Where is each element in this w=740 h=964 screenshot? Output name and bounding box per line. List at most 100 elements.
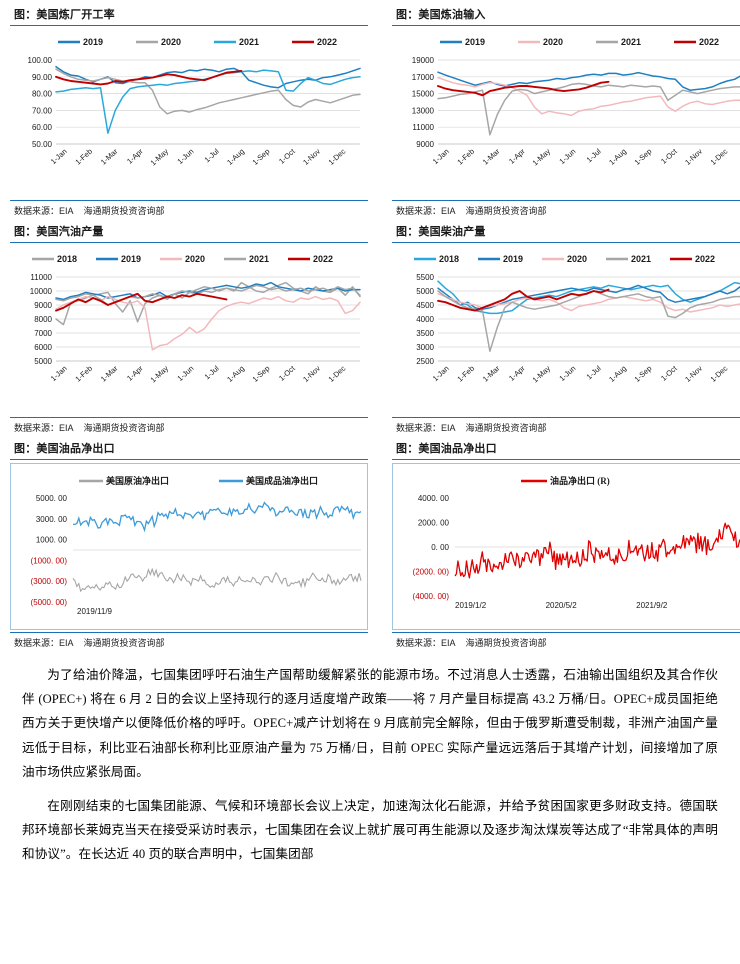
chart-card-net-exports-total: 图：美国油品净出口 油品净出口 (R) 4000. 00 2000. 00 0. 00… bbox=[392, 438, 740, 651]
svg-text:2019/11/9: 2019/11/9 bbox=[77, 607, 113, 616]
svg-text:2018: 2018 bbox=[57, 254, 77, 264]
svg-text:1-May: 1-May bbox=[531, 364, 553, 385]
svg-text:1-Feb: 1-Feb bbox=[73, 147, 94, 167]
chart-plot-diesel-production: 2018 2019 2020 2021 2022 2500 3000 3500 4000 4500… bbox=[392, 243, 740, 415]
svg-text:2500: 2500 bbox=[416, 357, 434, 366]
svg-text:1-Aug: 1-Aug bbox=[225, 364, 246, 384]
source-label: 数据来源：EIA bbox=[396, 206, 456, 216]
svg-text:1-Nov: 1-Nov bbox=[301, 147, 322, 167]
svg-text:2021: 2021 bbox=[239, 37, 259, 47]
line-chart-svg: 2019 2020 2021 2022 9000 11000 13000 15000 17000… bbox=[412, 37, 740, 168]
line-chart-svg: 2019 2020 2021 2022 50.00 60.00 70.00 80.00 90.0… bbox=[28, 37, 361, 168]
svg-text:1-Oct: 1-Oct bbox=[277, 363, 297, 383]
source-label: 数据来源：EIA bbox=[396, 423, 456, 433]
chart-plot-refinery-inputs: 2019 2020 2021 2022 9000 11000 13000 15000 17000… bbox=[392, 26, 740, 198]
chart-plot-refinery-utilization: 2019 2020 2021 2022 50.00 60.00 70.00 80.00 90.0… bbox=[10, 26, 368, 198]
svg-text:3500: 3500 bbox=[416, 329, 434, 338]
svg-text:1-Apr: 1-Apr bbox=[507, 363, 527, 382]
svg-text:7000: 7000 bbox=[34, 329, 52, 338]
svg-text:8000: 8000 bbox=[34, 315, 52, 324]
svg-text:60.00: 60.00 bbox=[32, 123, 53, 132]
svg-text:1-Mar: 1-Mar bbox=[99, 363, 120, 383]
svg-text:1-Feb: 1-Feb bbox=[455, 364, 476, 384]
svg-text:(1000. 00): (1000. 00) bbox=[31, 556, 68, 565]
svg-text:1-Sep: 1-Sep bbox=[251, 364, 272, 384]
line-chart-svg: 美国原油净出口 美国成品油净出口 5000. 00 3000. 00 1000. 00 (… bbox=[31, 475, 362, 616]
chart-source: 数据来源：EIA 海通期货投资咨询部 bbox=[10, 200, 368, 219]
svg-text:2021: 2021 bbox=[631, 254, 651, 264]
svg-text:70.00: 70.00 bbox=[32, 106, 53, 115]
source-dept: 海通期货投资咨询部 bbox=[465, 423, 547, 433]
svg-text:0. 00: 0. 00 bbox=[431, 543, 449, 552]
svg-text:2022: 2022 bbox=[313, 254, 333, 264]
svg-text:1-Jul: 1-Jul bbox=[203, 364, 221, 382]
svg-text:10000: 10000 bbox=[30, 287, 53, 296]
svg-text:5000: 5000 bbox=[416, 287, 434, 296]
svg-text:2000. 00: 2000. 00 bbox=[418, 519, 450, 528]
svg-text:1-May: 1-May bbox=[149, 147, 171, 168]
svg-text:2019: 2019 bbox=[465, 37, 485, 47]
svg-text:2022: 2022 bbox=[695, 254, 715, 264]
svg-text:13000: 13000 bbox=[412, 106, 435, 115]
svg-text:2020: 2020 bbox=[543, 37, 563, 47]
svg-text:1-Jun: 1-Jun bbox=[175, 147, 195, 166]
svg-text:2019: 2019 bbox=[83, 37, 103, 47]
source-dept: 海通期货投资咨询部 bbox=[83, 206, 165, 216]
svg-text:1-Mar: 1-Mar bbox=[99, 146, 120, 166]
svg-text:2021: 2021 bbox=[621, 37, 641, 47]
svg-text:1-Jan: 1-Jan bbox=[431, 364, 451, 383]
svg-text:3000: 3000 bbox=[416, 343, 434, 352]
chart-title: 图：美国油品净出口 bbox=[10, 438, 368, 460]
chart-card-gasoline-production: 图：美国汽油产量 2018 2019 2020 2021 2022 5000 6000 700… bbox=[10, 221, 368, 436]
svg-text:2019: 2019 bbox=[503, 254, 523, 264]
svg-text:1-Sep: 1-Sep bbox=[633, 364, 654, 384]
svg-text:1-Oct: 1-Oct bbox=[659, 146, 679, 166]
svg-text:1-Jan: 1-Jan bbox=[49, 364, 69, 383]
chart-source: 数据来源：EIA 海通期货投资咨询部 bbox=[10, 632, 368, 651]
source-label: 数据来源：EIA bbox=[396, 638, 456, 648]
svg-text:1-Aug: 1-Aug bbox=[607, 147, 628, 167]
svg-text:美国成品油净出口: 美国成品油净出口 bbox=[246, 475, 318, 486]
charts-grid: 图：美国炼厂开工率 2019 2020 2021 2022 50.00 60.00 70.0… bbox=[10, 4, 740, 651]
source-dept: 海通期货投资咨询部 bbox=[83, 423, 165, 433]
chart-title: 图：美国柴油产量 bbox=[392, 221, 740, 243]
svg-text:1-May: 1-May bbox=[531, 147, 553, 168]
svg-text:1-Jun: 1-Jun bbox=[557, 364, 577, 383]
svg-text:2022: 2022 bbox=[699, 37, 719, 47]
svg-text:9000: 9000 bbox=[416, 140, 434, 149]
chart-source: 数据来源：EIA 海通期货投资咨询部 bbox=[392, 200, 740, 219]
svg-text:1-Jun: 1-Jun bbox=[557, 147, 577, 166]
svg-text:1-Oct: 1-Oct bbox=[659, 363, 679, 383]
svg-text:2020: 2020 bbox=[567, 254, 587, 264]
svg-text:1-Jul: 1-Jul bbox=[585, 147, 603, 165]
chart-source: 数据来源：EIA 海通期货投资咨询部 bbox=[392, 417, 740, 436]
chart-title: 图：美国炼厂开工率 bbox=[10, 4, 368, 26]
svg-text:1-Apr: 1-Apr bbox=[125, 146, 145, 165]
svg-text:1-Apr: 1-Apr bbox=[507, 146, 527, 165]
svg-text:1-Aug: 1-Aug bbox=[225, 147, 246, 167]
svg-text:(4000. 00): (4000. 00) bbox=[413, 592, 450, 601]
source-label: 数据来源：EIA bbox=[14, 423, 74, 433]
svg-text:17000: 17000 bbox=[412, 73, 435, 82]
svg-text:11000: 11000 bbox=[30, 273, 52, 282]
svg-text:(3000. 00): (3000. 00) bbox=[31, 577, 68, 586]
svg-text:1-Jan: 1-Jan bbox=[49, 147, 69, 166]
svg-text:1-Sep: 1-Sep bbox=[251, 147, 272, 167]
svg-text:6000: 6000 bbox=[34, 343, 52, 352]
svg-text:4000. 00: 4000. 00 bbox=[418, 494, 450, 503]
svg-text:1-Dec: 1-Dec bbox=[709, 364, 730, 384]
svg-text:油品净出口 (R): 油品净出口 (R) bbox=[550, 475, 610, 486]
svg-text:2019/1/2: 2019/1/2 bbox=[455, 601, 487, 610]
chart-source: 数据来源：EIA 海通期货投资咨询部 bbox=[392, 632, 740, 651]
chart-plot-gasoline-production: 2018 2019 2020 2021 2022 5000 6000 7000 8000 9000… bbox=[10, 243, 368, 415]
svg-text:1-Jun: 1-Jun bbox=[175, 364, 195, 383]
chart-plot-net-exports-split: 美国原油净出口 美国成品油净出口 5000. 00 3000. 00 1000. 00 (… bbox=[10, 463, 368, 630]
svg-text:1-Mar: 1-Mar bbox=[481, 146, 502, 166]
svg-text:1-Dec: 1-Dec bbox=[709, 147, 730, 167]
svg-text:4500: 4500 bbox=[416, 301, 434, 310]
source-dept: 海通期货投资咨询部 bbox=[83, 638, 165, 648]
svg-text:1-Feb: 1-Feb bbox=[455, 147, 476, 167]
svg-text:1-Jan: 1-Jan bbox=[431, 147, 451, 166]
line-chart-svg: 2018 2019 2020 2021 2022 2500 3000 3500 4000 4500… bbox=[414, 254, 740, 385]
svg-text:15000: 15000 bbox=[412, 90, 435, 99]
